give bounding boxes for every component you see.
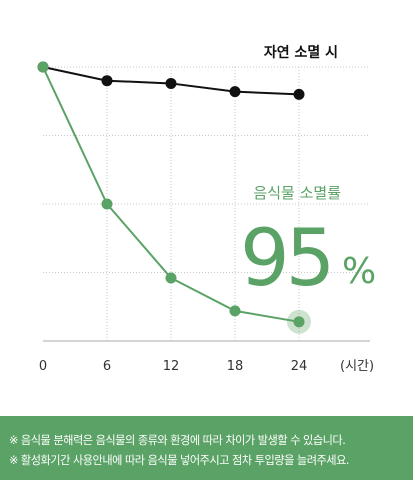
legend-natural-label: 자연 소멸 시 (264, 45, 338, 61)
data-point-food (293, 316, 305, 328)
headline-value: 95 (240, 214, 331, 304)
chart-grid (43, 66, 370, 342)
chart-points (37, 61, 311, 334)
x-tick-label: 6 (103, 359, 111, 374)
data-point-food (37, 61, 49, 73)
x-tick-label: 24 (291, 359, 308, 374)
data-point-food (229, 305, 241, 317)
data-point-food (165, 272, 177, 284)
data-point-natural (229, 86, 241, 98)
footer-note: ※ 음식물 분해력은 음식물의 종류와 환경에 따라 차이가 발생할 수 있습니… (9, 434, 346, 447)
data-point-natural (165, 77, 177, 89)
data-point-natural (293, 88, 305, 100)
x-axis-unit: (시간) (340, 359, 374, 374)
data-point-natural (101, 75, 113, 87)
x-tick-label: 18 (227, 359, 244, 374)
headline-unit: % (342, 251, 376, 292)
footer-notes: ※ 음식물 분해력은 음식물의 종류와 환경에 따라 차이가 발생할 수 있습니… (0, 416, 413, 480)
x-tick-labels: 0 6 12 18 24 (39, 359, 307, 374)
data-point-food (101, 198, 113, 210)
x-tick-label: 0 (39, 359, 47, 374)
x-tick-label: 12 (163, 359, 180, 374)
footer-note: ※ 활성화기간 사용안내에 따라 음식물 넣어주시고 점차 투입량을 늘려주세요… (9, 454, 349, 467)
legend-food-label: 음식물 소멸률 (253, 184, 341, 202)
